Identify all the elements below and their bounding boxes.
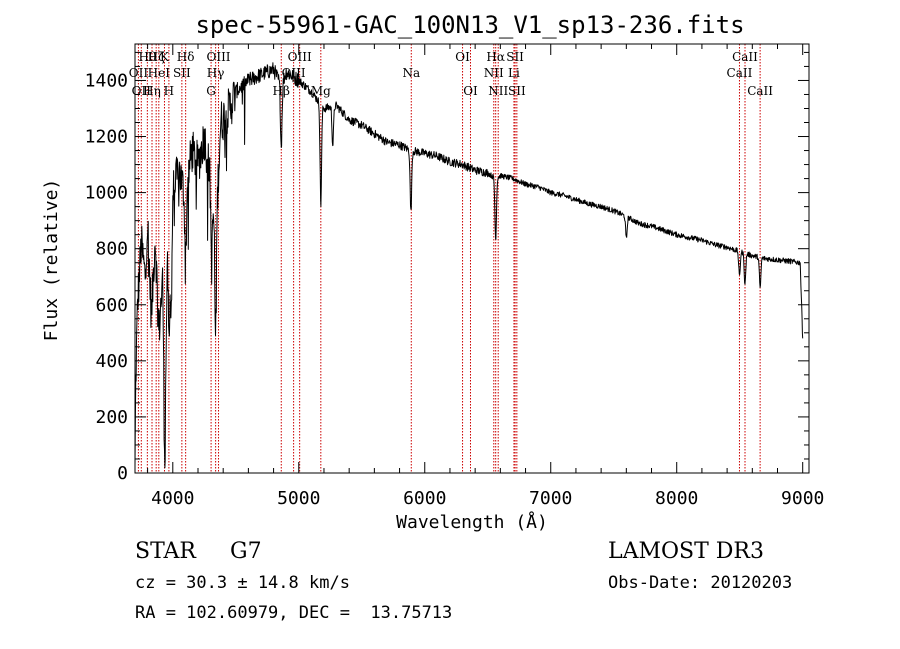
spectral-line-label: SII (173, 66, 191, 80)
spectral-line-label: OI (463, 84, 478, 98)
spectral-line-label: NII (484, 66, 504, 80)
spectral-line-label: Na (402, 66, 420, 80)
spectral-line-label: Hζ (148, 50, 165, 64)
spectral-line-label: K (160, 50, 170, 64)
y-tick-label: 0 (117, 463, 128, 484)
object-class-row: STAR G7 (135, 539, 262, 564)
object-subclass: G7 (230, 539, 262, 564)
spectral-line-label: Hδ (177, 50, 195, 64)
spectral-line-label: OIII (288, 50, 312, 64)
x-tick-label: 7000 (529, 488, 572, 509)
y-tick-label: 1400 (85, 70, 128, 91)
obs-date: Obs-Date: 20120203 (608, 573, 793, 593)
spectral-line-label: G (206, 84, 216, 98)
spectral-line-label: OIII (282, 66, 306, 80)
spectral-line-label: CaII (747, 84, 773, 98)
spectral-line-markers (137, 44, 761, 473)
spectrum-line (134, 62, 804, 469)
spectral-line-labels: OII OII Hθ Hη Hζ HeI K H SII Hδ G Hγ OIII Hβ OIII OIII M… (129, 50, 774, 98)
spectrum-layer (134, 62, 804, 469)
survey-name: LAMOST DR3 (608, 539, 764, 564)
x-tick-label: 9000 (781, 488, 824, 509)
spectral-line-label: Hα (486, 50, 505, 64)
spectral-line-label: CaII (732, 50, 758, 64)
x-axis-label: Wavelength (Å) (396, 511, 548, 533)
y-tick-label: 800 (95, 239, 128, 260)
x-tick-label: 6000 (403, 488, 446, 509)
spectral-line-label: Hη (143, 84, 161, 98)
spectral-line-label: Mg (311, 84, 331, 98)
coordinates-line: RA = 102.60979, DEC = 13.75713 (135, 603, 453, 623)
y-axis-label: Flux (relative) (41, 179, 62, 342)
spectral-line-label: H (164, 84, 174, 98)
spectral-line-label: OII (129, 66, 149, 80)
axis-ticks: 4000 5000 6000 7000 8000 9000 0 200 400 600 800 100… (85, 44, 824, 509)
spectral-line-label: SII (508, 84, 526, 98)
spectral-line-label: OI (455, 50, 470, 64)
x-tick-label: 8000 (655, 488, 698, 509)
y-tick-label: 400 (95, 351, 128, 372)
spectral-line-label: HeI (148, 66, 171, 80)
y-tick-label: 1000 (85, 183, 128, 204)
x-tick-label: 5000 (277, 488, 320, 509)
spectral-line-label: OII (132, 84, 152, 98)
x-tick-label: 4000 (151, 488, 194, 509)
object-class: STAR (135, 539, 196, 564)
spectral-line-label: Hγ (207, 66, 225, 80)
y-tick-label: 200 (95, 407, 128, 428)
y-tick-label: 600 (95, 295, 128, 316)
spectral-line-label: SII (506, 50, 524, 64)
plot-frame (134, 43, 810, 474)
y-tick-label: 1200 (85, 127, 128, 148)
spectral-line-label: NII (488, 84, 508, 98)
redshift-line: cz = 30.3 ± 14.8 km/s (135, 573, 350, 593)
spectral-line-label: Hθ (138, 50, 156, 64)
chart-title: spec-55961-GAC_100N13_V1_sp13-236.fits (195, 11, 744, 39)
spectral-line-label: OIII (206, 50, 230, 64)
spectral-line-label: Hβ (273, 84, 290, 98)
spectral-line-label: Li (508, 66, 520, 80)
spectral-line-label: CaII (727, 66, 753, 80)
